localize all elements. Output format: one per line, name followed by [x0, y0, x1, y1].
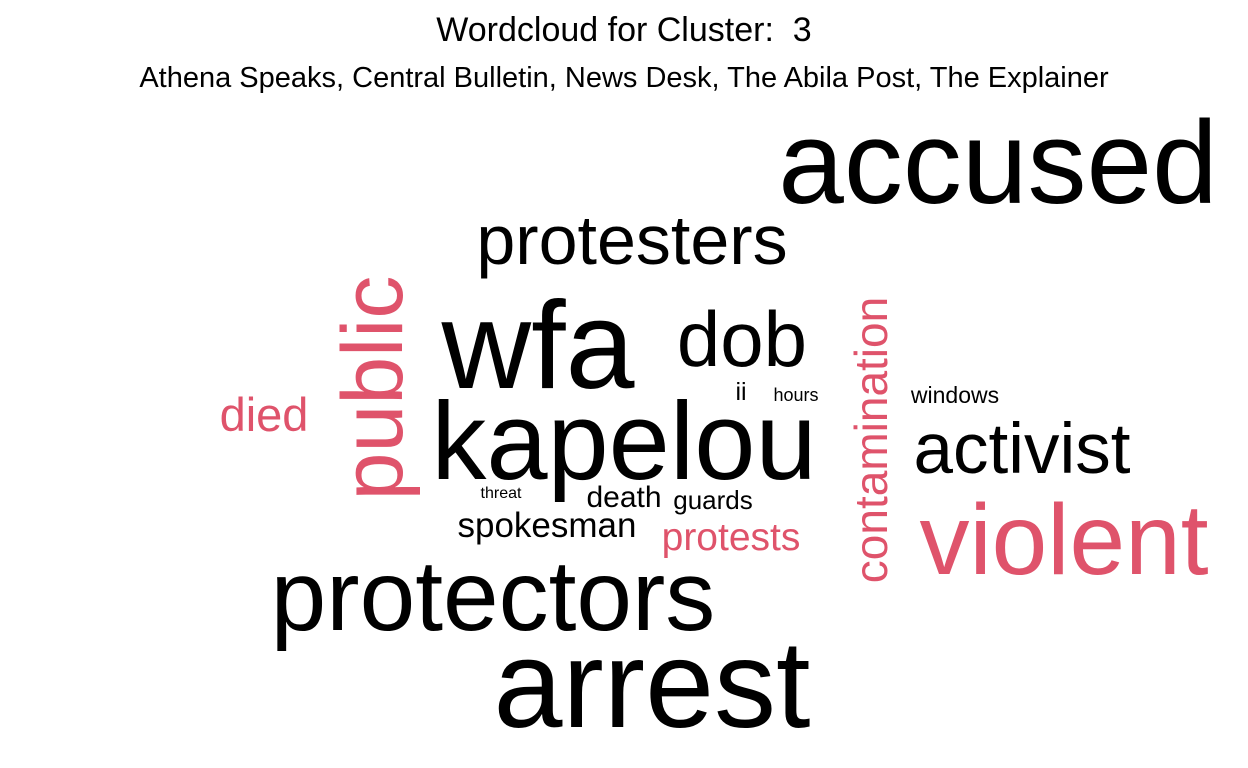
- word-hours: hours: [773, 385, 818, 405]
- word-death: death: [586, 481, 661, 514]
- word-activist: activist: [914, 410, 1131, 489]
- word-died: died: [220, 388, 309, 441]
- word-dob: dob: [677, 295, 807, 383]
- word-wfa: wfa: [441, 277, 635, 415]
- chart-title: Wordcloud for Cluster: 3: [436, 11, 812, 49]
- word-arrest: arrest: [494, 616, 811, 754]
- word-contamination: contamination: [845, 297, 897, 583]
- chart-subtitle: Athena Speaks, Central Bulletin, News De…: [139, 62, 1109, 94]
- word-protests: protests: [662, 516, 801, 559]
- word-public: public: [325, 276, 421, 501]
- word-spokesman: spokesman: [458, 506, 637, 545]
- word-violent: violent: [919, 484, 1208, 596]
- word-accused: accused: [778, 97, 1218, 229]
- word-ii: ii: [735, 378, 746, 406]
- word-protectors: protectors: [271, 540, 716, 652]
- word-threat: threat: [481, 485, 522, 502]
- word-guards: guards: [673, 485, 753, 515]
- word-protesters: protesters: [476, 201, 787, 279]
- word-windows: windows: [910, 382, 999, 408]
- word-kapelou: kapelou: [431, 380, 816, 503]
